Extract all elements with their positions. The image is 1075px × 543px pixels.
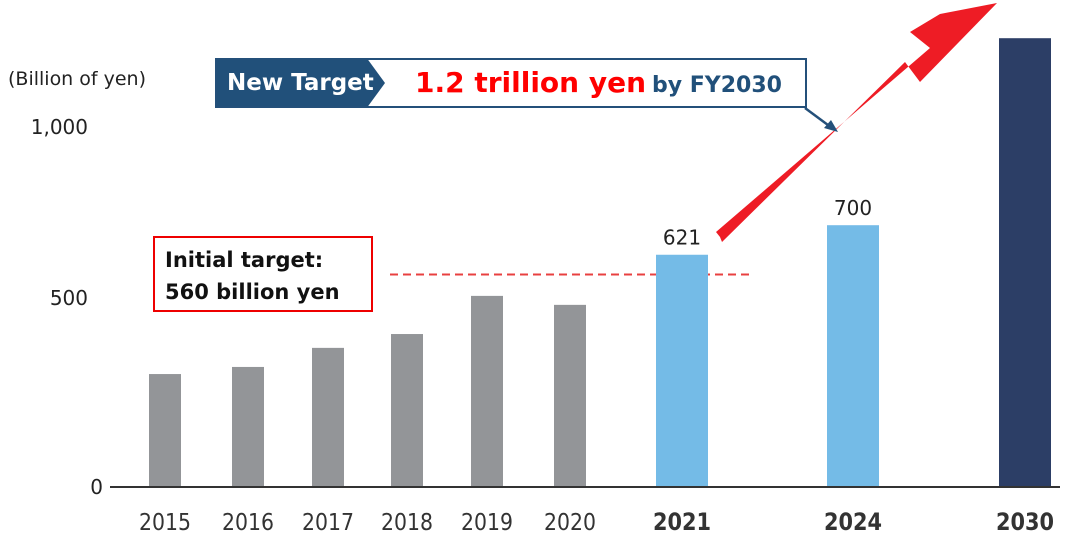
bar-2016 <box>232 366 264 487</box>
initial-target-callout: Initial target: 560 billion yen <box>153 236 373 312</box>
data-label: 700 <box>834 196 872 220</box>
bar-2018 <box>391 334 423 487</box>
bar-2015 <box>149 374 181 487</box>
growth-arrow <box>716 3 997 242</box>
x-tick-label: 2030 <box>996 508 1054 536</box>
x-tick-label: 2017 <box>302 510 354 536</box>
x-tick-label: 2016 <box>222 510 274 536</box>
x-tick-label: 2019 <box>461 510 513 536</box>
bar-2030 <box>999 38 1051 487</box>
data-label: 621 <box>663 226 701 250</box>
x-tick-label: 2024 <box>824 508 882 536</box>
new-target-value: 1.2 trillion yen <box>415 66 647 99</box>
initial-target-line2: 560 billion yen <box>165 280 340 304</box>
y-tick-label: 0 <box>90 475 103 499</box>
bar-2021 <box>656 254 708 487</box>
x-tick-label: 2015 <box>139 510 191 536</box>
y-axis-unit-label: (Billion of yen) <box>8 68 147 90</box>
x-tick-label: 2021 <box>653 508 711 536</box>
x-tick-label: 2020 <box>544 510 596 536</box>
callout-arrowhead <box>824 120 838 132</box>
bar-2019 <box>471 295 503 487</box>
bar-2024 <box>827 225 879 487</box>
y-tick-label: 500 <box>50 286 88 310</box>
bar-2020 <box>554 304 586 487</box>
new-target-label: New Target <box>217 60 385 106</box>
bar-2017 <box>312 347 344 487</box>
initial-target-line1: Initial target: <box>165 248 324 272</box>
x-tick-label: 2018 <box>381 510 433 536</box>
y-tick-label: 1,000 <box>31 115 88 139</box>
new-target-by: by FY2030 <box>652 73 782 98</box>
new-target-callout: New Target 1.2 trillion yen by FY2030 <box>215 58 807 108</box>
new-target-text: 1.2 trillion yen by FY2030 <box>415 60 782 109</box>
